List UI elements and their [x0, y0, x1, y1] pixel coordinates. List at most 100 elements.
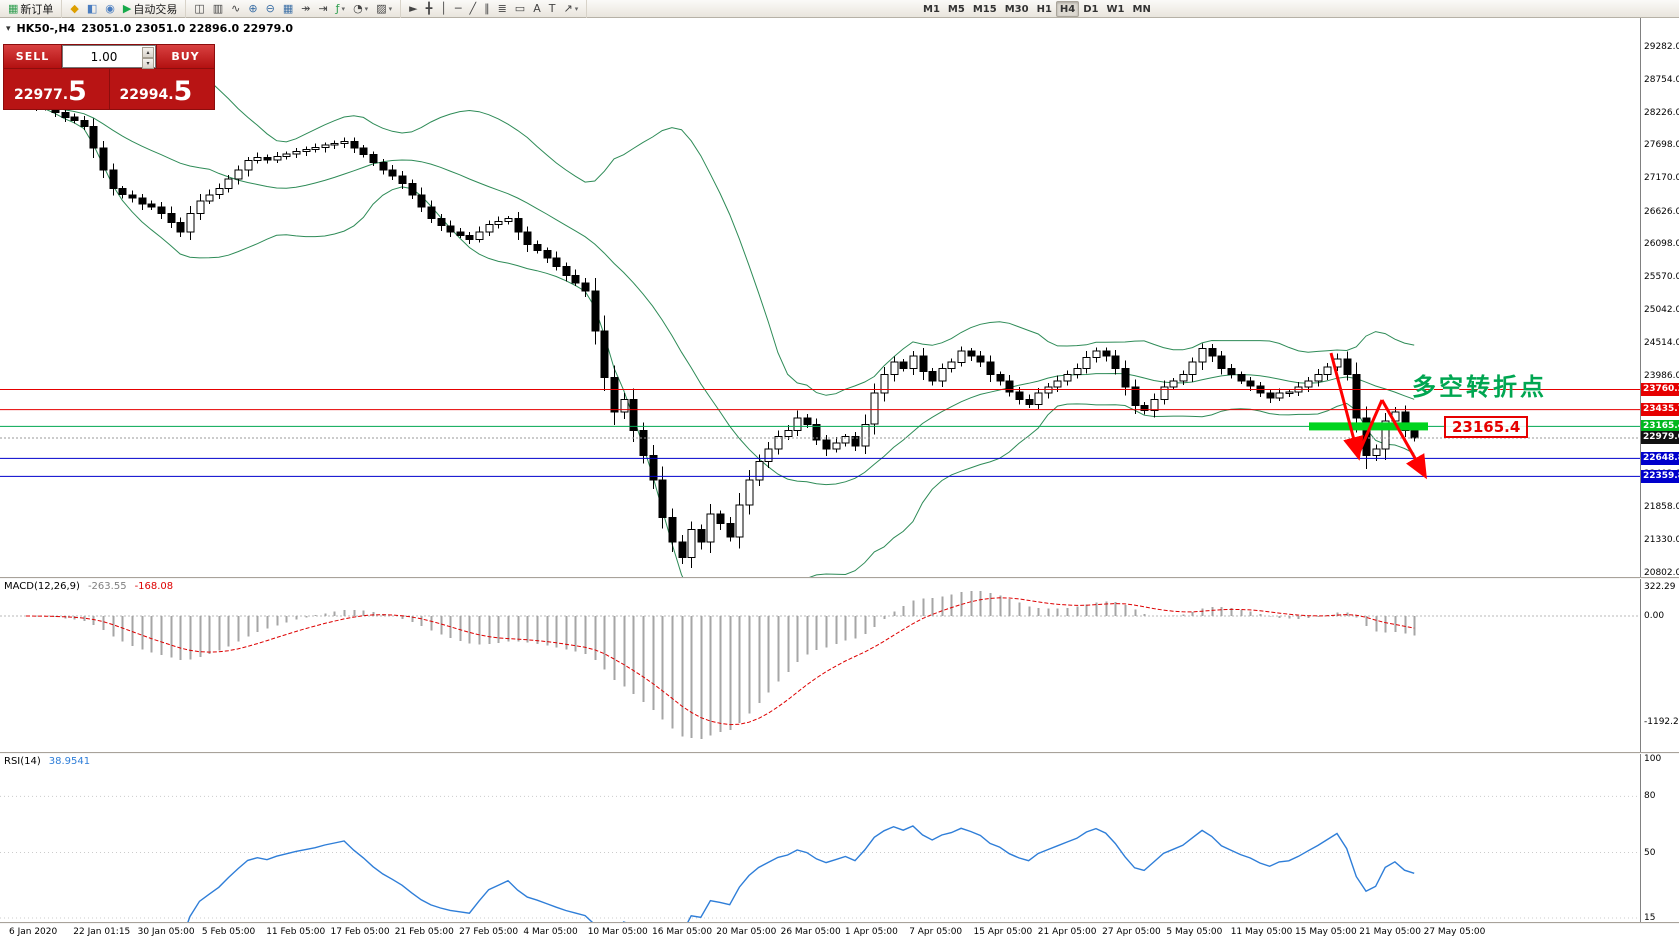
tile-windows-icon[interactable]: ▦ [279, 1, 297, 17]
line-chart-icon[interactable]: ∿ [227, 1, 244, 17]
sell-price-int: 22977 [14, 87, 63, 103]
main-chart[interactable] [0, 18, 1640, 578]
shapes-icon[interactable]: ▭ [511, 1, 529, 17]
time-label: 27 Feb 05:00 [459, 927, 519, 937]
timeframe-m1[interactable]: M1 [919, 1, 944, 17]
navigator-icon-glyph: ◉ [105, 1, 115, 15]
time-label: 15 Apr 05:00 [973, 927, 1033, 937]
text-icon[interactable]: A [529, 1, 545, 17]
volume-up-icon[interactable]: ▴ [142, 47, 154, 58]
text-label-icon[interactable]: T [545, 1, 560, 17]
auto-scroll-icon-glyph: ↠ [301, 1, 311, 15]
fibonacci-icon[interactable]: ≣ [494, 1, 511, 17]
rsi-axis-label: 100 [1644, 754, 1662, 764]
toolbar-group: ◆ ◧ ◉ ▶ 自动交易 [62, 0, 187, 18]
vertical-line-icon[interactable]: │ [436, 1, 451, 17]
sell-price[interactable]: 22977. 5 [4, 69, 109, 109]
alerts-icon[interactable]: ◆ [66, 1, 82, 17]
time-label: 22 Jan 01:15 [73, 927, 131, 937]
buy-price-int: 22994 [119, 87, 169, 103]
timeframe-w1[interactable]: W1 [1103, 1, 1129, 17]
one-click-trading-panel: SELL 1.00 ▴ ▾ BUY 22977. 5 22994. 5 [3, 44, 215, 110]
macd-signal-value: -168.08 [134, 581, 174, 592]
price-tick: 25570.0 [1644, 272, 1679, 283]
time-label: 27 Apr 05:00 [1102, 927, 1161, 937]
crosshair-icon[interactable]: ╋ [422, 1, 437, 17]
timeframe-d1[interactable]: D1 [1079, 1, 1102, 17]
timeframe-m5[interactable]: M5 [944, 1, 969, 17]
time-label: 21 Feb 05:00 [394, 927, 454, 937]
annotation-price-label[interactable]: 23165.4 [1444, 416, 1529, 438]
timeframe-mn-label: MN [1132, 3, 1151, 15]
sell-price-pips: 5 [68, 76, 87, 107]
text-icon-glyph: A [533, 1, 541, 15]
timeframe-m30[interactable]: M30 [1001, 1, 1033, 17]
data-window-icon-glyph: ◧ [86, 1, 98, 15]
ohlc-values: 23051.0 23051.0 22896.0 22979.0 [81, 22, 294, 35]
panel-splitter[interactable] [0, 577, 1679, 579]
auto-scroll-icon[interactable]: ↠ [297, 1, 314, 17]
trendline-icon[interactable]: ╱ [465, 1, 480, 17]
rsi-axis-label: 80 [1644, 791, 1656, 802]
price-tag: 22648.8 [1641, 451, 1679, 465]
timeframe-m30-label: M30 [1004, 3, 1029, 15]
volume-value: 1.00 [90, 49, 118, 64]
time-label: 5 May 05:00 [1166, 927, 1223, 937]
templates-icon[interactable]: ▨ ▾ [372, 1, 396, 17]
symbol-timeframe-label: HK50-,H4 [16, 22, 76, 35]
bar-chart-icon[interactable]: ◫ [190, 1, 208, 17]
new-order-button-label: 新订单 [20, 2, 54, 16]
toolbar-group: ▦ 新订单 [0, 0, 63, 18]
templates-icon-caret[interactable]: ▾ [388, 4, 393, 13]
timeframe-m15[interactable]: M15 [969, 1, 1001, 17]
volume-field[interactable]: 1.00 ▴ ▾ [62, 45, 156, 69]
timeframe-mn[interactable]: MN [1129, 1, 1155, 17]
time-label: 11 Feb 05:00 [266, 927, 326, 937]
data-window-icon[interactable]: ◧ [83, 1, 101, 17]
time-label: 7 Apr 05:00 [909, 927, 963, 937]
time-label: 15 May 05:00 [1295, 927, 1357, 937]
chart-shift-icon[interactable]: ⇥ [314, 1, 331, 17]
price-tick: 29282.0 [1644, 42, 1679, 52]
sell-price-decimal: . [62, 87, 69, 103]
annotation-turning-point[interactable]: 多空转折点 [1412, 373, 1547, 401]
buy-button[interactable]: BUY [156, 45, 214, 68]
new-order-button[interactable]: ▦ 新订单 [4, 1, 57, 17]
sell-button[interactable]: SELL [4, 45, 62, 68]
candlestick-chart-icon-glyph: ▥ [212, 1, 224, 15]
one-click-toggle-icon[interactable]: ▾ [6, 23, 11, 34]
periods-icon[interactable]: ◔ ▾ [349, 1, 372, 17]
timeframe-h4-label: H4 [1059, 3, 1076, 15]
cursor-icon[interactable]: ► [405, 1, 421, 17]
macd-panel[interactable] [0, 578, 1640, 753]
crosshair-icon-glyph: ╋ [425, 1, 433, 15]
arrows-icon-caret[interactable]: ▾ [574, 4, 579, 13]
time-axis[interactable]: 6 Jan 2020 22 Jan 01:15 30 Jan 05:00 5 Feb … [0, 923, 1679, 944]
indicators-icon-caret[interactable]: ▾ [341, 4, 346, 13]
periods-icon-caret[interactable]: ▾ [364, 4, 369, 13]
buy-price[interactable]: 22994. 5 [108, 69, 215, 109]
autotrade-button[interactable]: ▶ 自动交易 [119, 1, 181, 17]
panel-splitter[interactable] [0, 752, 1679, 754]
arrows-icon[interactable]: ↗ ▾ [559, 1, 582, 17]
time-label: 30 Jan 05:00 [137, 927, 195, 937]
rsi-panel[interactable] [0, 753, 1640, 923]
zoom-out-icon[interactable]: ⊖ [262, 1, 279, 17]
new-order-button-glyph: ▦ [8, 1, 19, 15]
volume-spinner[interactable]: ▴ ▾ [142, 47, 154, 69]
zoom-in-icon[interactable]: ⊕ [244, 1, 261, 17]
volume-down-icon[interactable]: ▾ [142, 58, 154, 69]
indicators-icon[interactable]: ƒ ▾ [332, 1, 349, 17]
horizontal-line-icon-glyph: ─ [454, 1, 462, 15]
timeframe-h1[interactable]: H1 [1033, 1, 1056, 17]
timeframe-d1-label: D1 [1083, 3, 1099, 15]
horizontal-line-icon[interactable]: ─ [451, 1, 466, 17]
price-tick: 25042.0 [1644, 305, 1679, 315]
timeframe-h4[interactable]: H4 [1055, 1, 1080, 17]
candlestick-chart-icon[interactable]: ▥ [209, 1, 227, 17]
equidistant-channel-icon[interactable]: ∥ [480, 1, 494, 17]
panel-splitter[interactable] [0, 922, 1679, 924]
navigator-icon[interactable]: ◉ [101, 1, 119, 17]
chart-title: ▾ HK50-,H4 23051.0 23051.0 22896.0 22979… [6, 22, 293, 35]
